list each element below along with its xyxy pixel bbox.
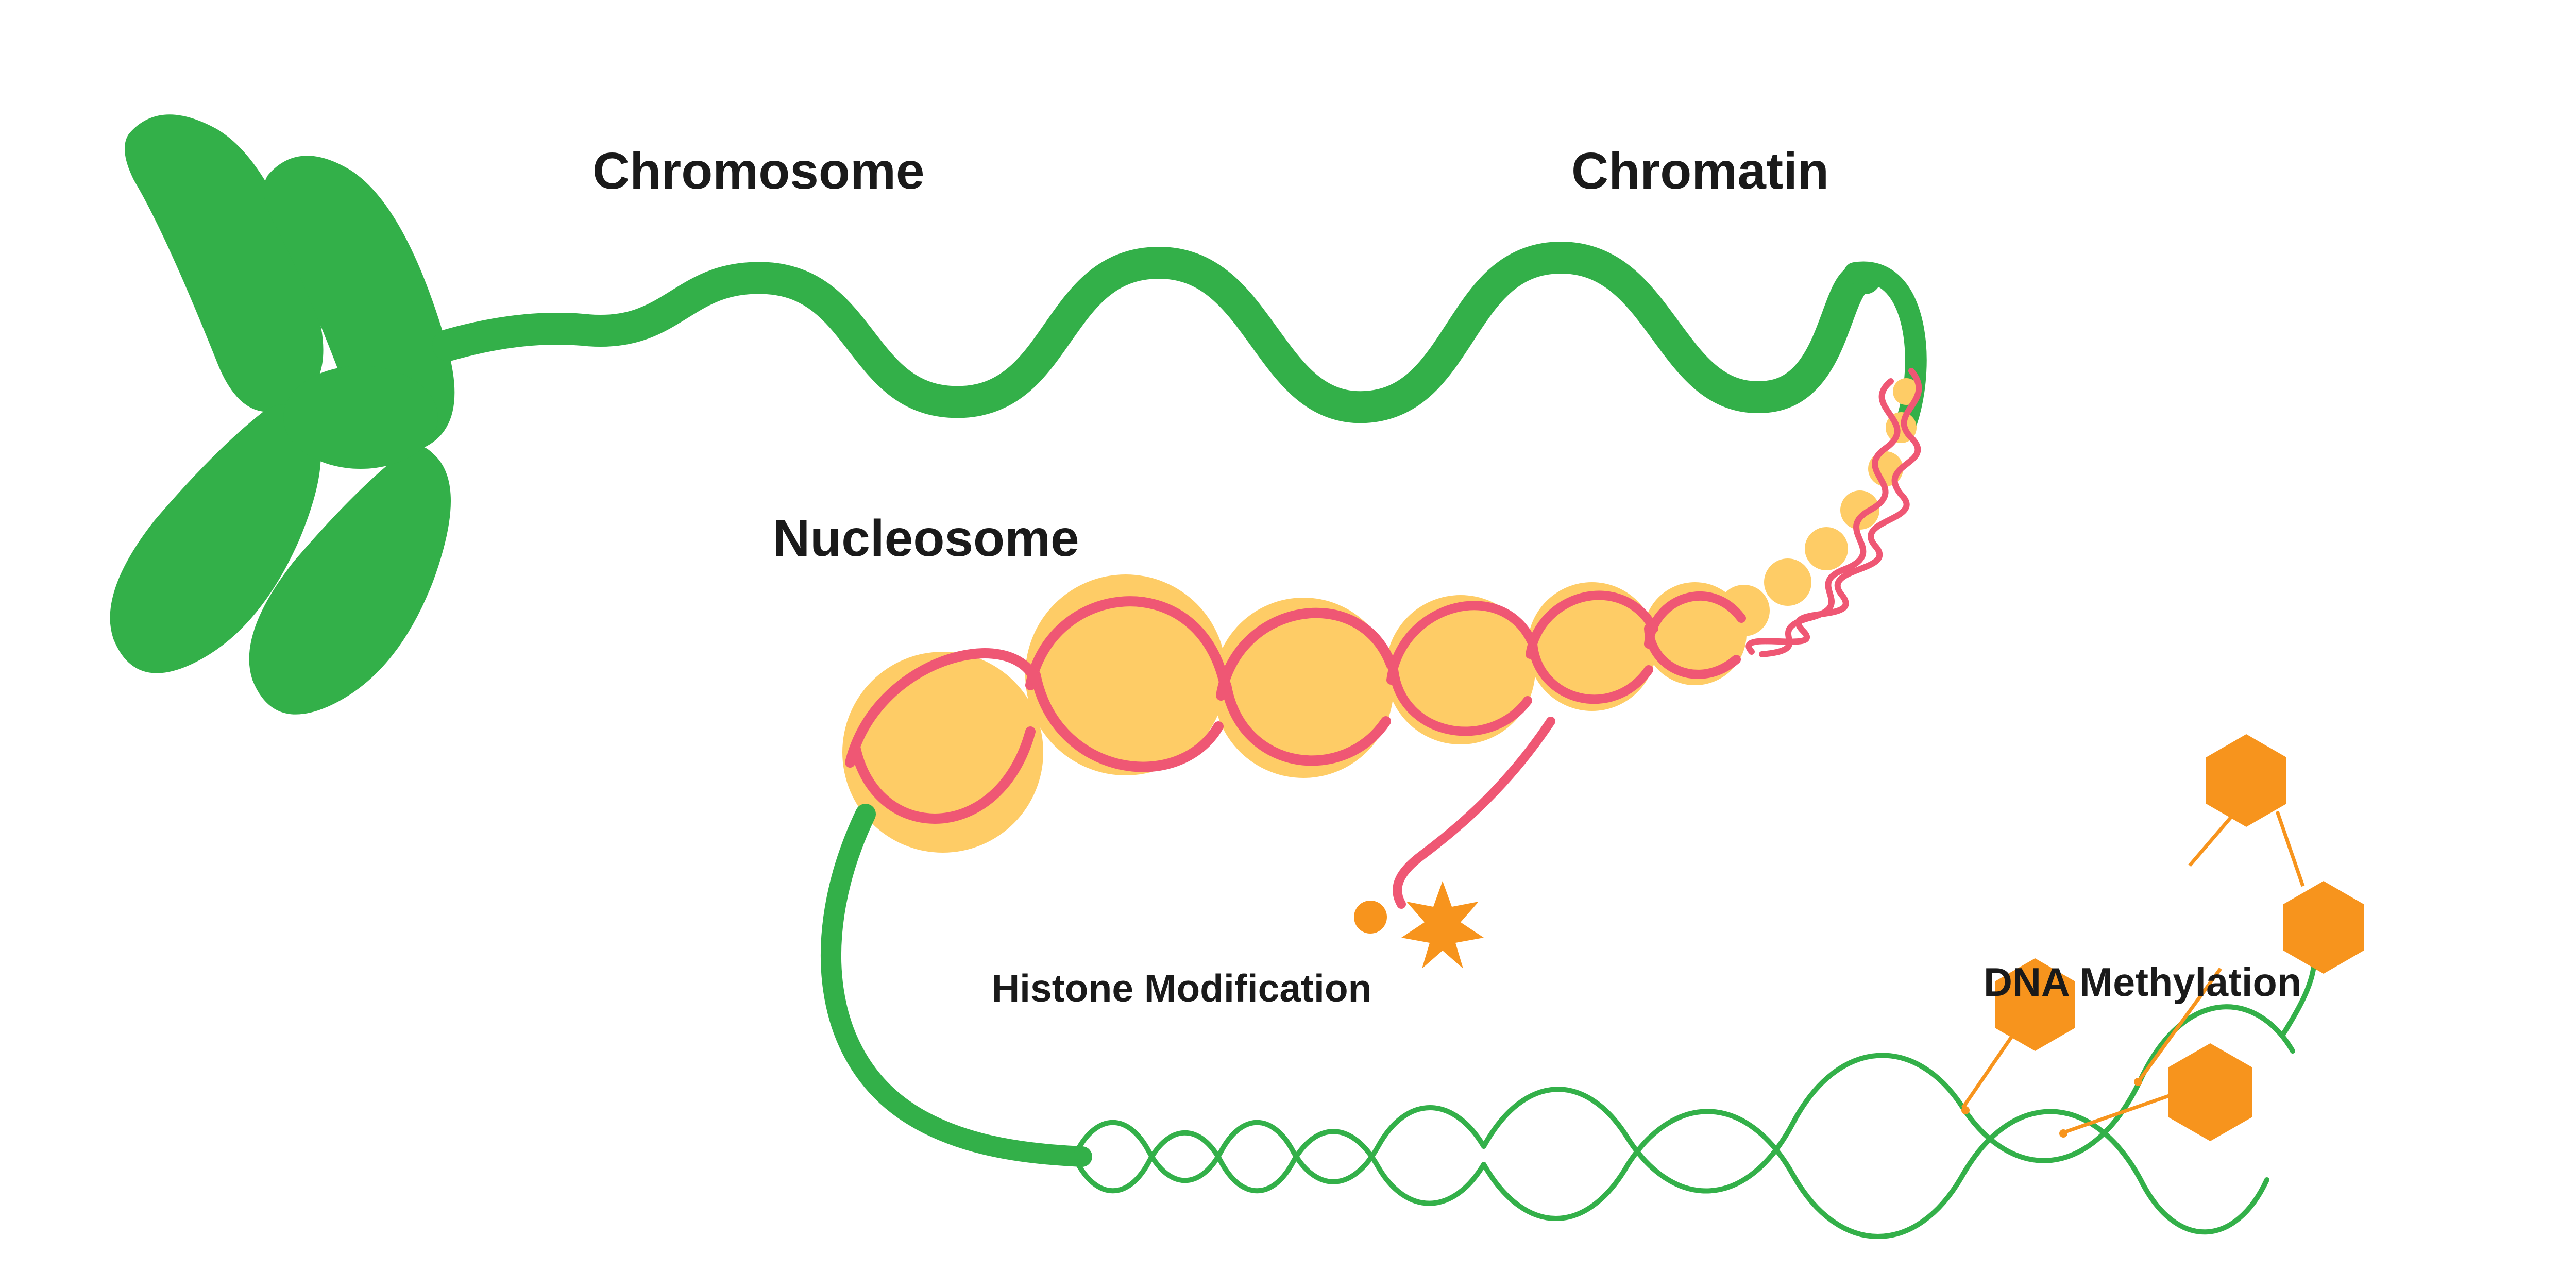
chromosome-shape [110,114,455,714]
histone-modification-markers [1354,881,1484,969]
label-dna-methylation: DNA Methylation [1984,960,2301,1006]
label-chromatin: Chromatin [1571,142,1829,201]
nucleosome-chain [842,574,1747,904]
diagram-svg [0,0,2576,1288]
label-nucleosome: Nucleosome [773,509,1079,568]
chromatin-fiber [448,258,1916,422]
chromatin-beads-transition [1718,371,1920,654]
label-histone-modification: Histone Modification [992,966,1371,1010]
diagram-canvas: Chromosome Chromatin Nucleosome Histone … [0,0,2576,1288]
label-chromosome: Chromosome [592,142,925,201]
methylation-hexagons [1961,734,2364,1141]
